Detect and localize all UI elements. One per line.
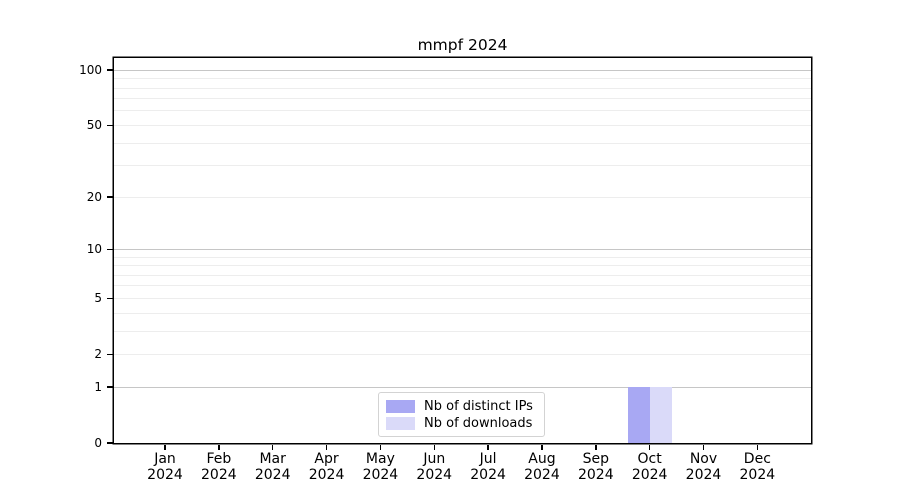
minor-gridline: [114, 196, 811, 198]
bar-distinct-ips: [627, 387, 650, 443]
minor-gridline: [114, 274, 811, 276]
x-tick-label: Jul 2024: [470, 451, 506, 483]
y-tick-mark: [106, 248, 113, 251]
minor-gridline: [114, 142, 811, 144]
minor-gridline: [114, 353, 811, 355]
y-tick-label: 1: [94, 380, 102, 394]
legend-label-distinct-ips: Nb of distinct IPs: [424, 399, 533, 414]
x-tick-label: Jun 2024: [416, 451, 453, 483]
x-tick-mark: [164, 444, 166, 450]
x-tick-mark: [595, 444, 597, 450]
x-tick-mark: [487, 444, 489, 450]
y-tick-label: 0: [94, 436, 102, 450]
major-gridline: [114, 386, 811, 388]
legend: Nb of distinct IPs Nb of downloads: [378, 392, 545, 437]
minor-gridline: [114, 165, 811, 167]
minor-gridline: [114, 297, 811, 299]
x-tick-label: Mar 2024: [254, 451, 291, 483]
y-tick-mark: [106, 353, 113, 355]
y-tick-label: 5: [94, 291, 102, 306]
y-tick-label: 50: [86, 118, 102, 133]
major-gridline: [114, 248, 811, 250]
minor-gridline: [114, 265, 811, 267]
x-tick-mark: [325, 444, 328, 450]
x-tick-label: Dec 2024: [739, 451, 776, 483]
x-tick-mark: [541, 444, 543, 450]
legend-swatch-downloads: [386, 417, 415, 430]
x-tick-label: Apr 2024: [308, 451, 345, 483]
x-tick-mark: [702, 444, 705, 450]
minor-gridline: [114, 330, 811, 332]
y-tick-mark: [106, 442, 113, 444]
minor-gridline: [114, 124, 811, 126]
y-tick-mark: [106, 196, 113, 198]
plot-area: [114, 58, 811, 443]
minor-gridline: [114, 78, 811, 80]
y-tick-mark: [106, 386, 113, 388]
minor-gridline: [114, 110, 811, 112]
legend-entry-downloads: Nb of downloads: [386, 416, 536, 431]
legend-swatch-distinct-ips: [386, 400, 415, 413]
y-tick-label: 20: [86, 190, 102, 205]
x-tick-mark: [271, 444, 274, 450]
minor-gridline: [114, 312, 811, 314]
x-tick-label: Feb 2024: [201, 451, 237, 483]
x-tick-label: May 2024: [362, 451, 399, 483]
x-tick-label: Nov 2024: [685, 451, 722, 483]
minor-gridline: [114, 98, 811, 100]
x-tick-label: Sep 2024: [577, 451, 614, 483]
x-tick-mark: [433, 444, 435, 450]
x-tick-label: Oct 2024: [631, 451, 668, 483]
x-tick-mark: [756, 444, 759, 450]
legend-entry-distinct-ips: Nb of distinct IPs: [386, 399, 536, 414]
minor-gridline: [114, 285, 811, 287]
minor-gridline: [114, 87, 811, 89]
y-tick-mark: [106, 297, 113, 300]
y-tick-mark: [106, 124, 113, 127]
x-tick-mark: [648, 444, 651, 450]
x-tick-mark: [379, 444, 382, 450]
minor-gridline: [114, 256, 811, 258]
y-tick-mark: [106, 69, 113, 71]
bar-downloads: [649, 387, 672, 443]
y-tick-label: 2: [94, 347, 102, 362]
x-tick-label: Aug 2024: [524, 451, 560, 483]
major-gridline: [114, 69, 811, 71]
y-tick-label: 10: [86, 242, 102, 257]
x-tick-label: Jan 2024: [147, 451, 183, 483]
legend-label-downloads: Nb of downloads: [424, 416, 533, 431]
y-tick-label: 100: [79, 63, 102, 78]
x-tick-mark: [218, 444, 220, 450]
chart-title: mmpf 2024: [417, 36, 508, 54]
